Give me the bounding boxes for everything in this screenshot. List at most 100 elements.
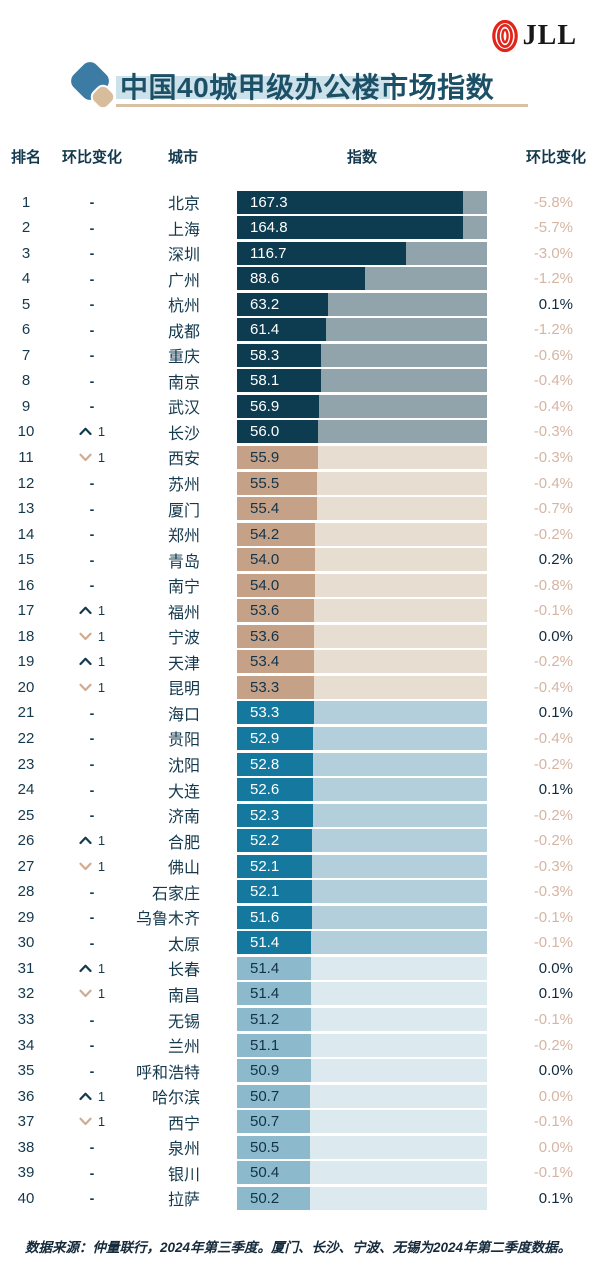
index-value: 55.5 bbox=[250, 474, 280, 492]
table-row: 34 - 兰州 51.1 -0.2% bbox=[0, 1033, 600, 1057]
index-bar-track: 50.7 bbox=[237, 1084, 487, 1108]
rank-value: 13 bbox=[17, 500, 35, 518]
chevron-up-icon bbox=[79, 1092, 92, 1100]
city-name: 乌鲁木齐 bbox=[135, 911, 200, 929]
index-bar: 56.0 bbox=[237, 420, 318, 444]
index-bar-track: 53.6 bbox=[237, 624, 487, 648]
table-row: 3 - 深圳 116.7 -3.0% bbox=[0, 241, 600, 265]
rank-value: 17 bbox=[17, 602, 35, 620]
rank-move-amount: 1 bbox=[97, 603, 106, 619]
rank-change-indicator: - bbox=[52, 782, 132, 798]
rank-value: 37 bbox=[17, 1113, 35, 1131]
rank-change-indicator: - bbox=[52, 1012, 132, 1028]
rank-value: 21 bbox=[17, 704, 35, 722]
qoq-change-value: -0.4% bbox=[533, 474, 573, 492]
rank-value: 4 bbox=[21, 270, 31, 288]
qoq-change-value: 0.0% bbox=[538, 1138, 573, 1156]
index-value: 52.3 bbox=[250, 806, 280, 824]
rank-move-amount: 1 bbox=[97, 960, 106, 976]
index-bar: 164.8 bbox=[237, 216, 463, 240]
rank-value: 3 bbox=[21, 244, 31, 262]
rank-move-amount: 1 bbox=[97, 679, 106, 695]
rank-change-indicator: 1 bbox=[52, 833, 132, 848]
rank-value: 22 bbox=[17, 729, 35, 747]
chevron-down-icon bbox=[79, 683, 92, 691]
index-value: 50.7 bbox=[250, 1113, 280, 1131]
table-row: 10 1 长沙 56.0 -0.3% bbox=[0, 420, 600, 444]
index-bar: 50.7 bbox=[237, 1084, 311, 1108]
city-name: 太原 bbox=[167, 936, 200, 954]
table-row: 7 - 重庆 58.3 -0.6% bbox=[0, 343, 600, 367]
index-bar-track: 51.2 bbox=[237, 1008, 487, 1031]
qoq-change-value: -0.4% bbox=[533, 372, 573, 390]
table-row: 33 - 无锡 51.2 -0.1% bbox=[0, 1008, 600, 1031]
city-name: 泉州 bbox=[167, 1141, 200, 1159]
rank-move-dash: - bbox=[89, 934, 95, 951]
table-row: 39 - 银川 50.4 -0.1% bbox=[0, 1161, 600, 1185]
rank-change-indicator: 1 bbox=[52, 986, 132, 1001]
qoq-change-value: 0.1% bbox=[538, 704, 573, 722]
col-header-move: 环比变化 bbox=[61, 149, 122, 166]
qoq-change-value: -0.1% bbox=[533, 602, 573, 620]
index-value: 167.3 bbox=[250, 193, 288, 211]
index-bar-track: 51.1 bbox=[237, 1033, 487, 1057]
city-name: 银川 bbox=[167, 1166, 200, 1184]
table-row: 12 - 苏州 55.5 -0.4% bbox=[0, 471, 600, 495]
city-name: 武汉 bbox=[167, 400, 200, 418]
index-bar: 53.3 bbox=[237, 675, 315, 699]
city-name: 兰州 bbox=[167, 1039, 200, 1057]
city-name: 广州 bbox=[167, 272, 200, 290]
index-bar: 52.1 bbox=[237, 880, 313, 904]
rank-change-indicator: - bbox=[52, 347, 132, 363]
rank-value: 28 bbox=[17, 883, 35, 901]
rank-move-dash: - bbox=[89, 551, 95, 568]
city-name: 郑州 bbox=[167, 528, 200, 546]
qoq-change-value: 0.1% bbox=[538, 295, 573, 313]
qoq-change-value: -0.7% bbox=[533, 500, 573, 518]
jll-logo-text: JLL bbox=[522, 20, 577, 51]
rank-change-indicator: - bbox=[52, 935, 132, 951]
rank-move-dash: - bbox=[89, 321, 95, 338]
index-bar-track: 53.3 bbox=[237, 701, 487, 725]
rank-change-indicator: - bbox=[52, 398, 132, 414]
rank-move-dash: - bbox=[89, 500, 95, 517]
qoq-change-value: 0.0% bbox=[538, 1062, 573, 1080]
city-name: 大连 bbox=[167, 783, 200, 801]
table-row: 26 1 合肥 52.2 -0.2% bbox=[0, 829, 600, 853]
index-bar: 51.4 bbox=[237, 982, 312, 1006]
rank-move-amount: 1 bbox=[97, 833, 106, 849]
index-bar: 56.9 bbox=[237, 394, 320, 418]
qoq-change-value: -0.6% bbox=[533, 346, 573, 364]
table-row: 29 - 乌鲁木齐 51.6 -0.1% bbox=[0, 905, 600, 929]
index-bar-track: 52.8 bbox=[237, 752, 487, 776]
qoq-change-value: 0.0% bbox=[538, 1087, 573, 1105]
rank-change-indicator: - bbox=[52, 577, 132, 593]
rank-move-dash: - bbox=[89, 1139, 95, 1156]
rank-move-amount: 1 bbox=[97, 449, 106, 465]
index-bar: 88.6 bbox=[237, 267, 366, 291]
index-bar: 50.7 bbox=[237, 1110, 311, 1134]
rank-value: 18 bbox=[17, 627, 35, 645]
index-value: 55.4 bbox=[250, 500, 280, 518]
col-header-change: 环比变化 bbox=[525, 149, 586, 166]
index-value: 52.1 bbox=[250, 857, 280, 875]
rank-move-dash: - bbox=[89, 577, 95, 594]
table-row: 40 - 拉萨 50.2 0.1% bbox=[0, 1186, 600, 1210]
index-value: 53.3 bbox=[250, 678, 280, 696]
table-row: 32 1 南昌 51.4 0.1% bbox=[0, 982, 600, 1006]
rank-change-indicator: - bbox=[52, 373, 132, 389]
rank-value: 31 bbox=[17, 959, 35, 977]
index-bar-track: 51.4 bbox=[237, 956, 487, 980]
table-row: 5 - 杭州 63.2 0.1% bbox=[0, 292, 600, 316]
qoq-change-value: -0.1% bbox=[533, 1011, 573, 1028]
rank-change-indicator: - bbox=[52, 730, 132, 746]
rank-value: 35 bbox=[17, 1062, 35, 1080]
index-value: 52.9 bbox=[250, 729, 280, 747]
index-bar: 51.6 bbox=[237, 905, 312, 929]
rank-value: 2 bbox=[21, 219, 31, 237]
rank-change-indicator: - bbox=[52, 756, 132, 772]
qoq-change-value: -0.2% bbox=[533, 832, 573, 850]
rank-move-dash: - bbox=[89, 909, 95, 926]
rank-change-indicator: - bbox=[52, 475, 132, 491]
index-bar: 63.2 bbox=[237, 292, 329, 316]
